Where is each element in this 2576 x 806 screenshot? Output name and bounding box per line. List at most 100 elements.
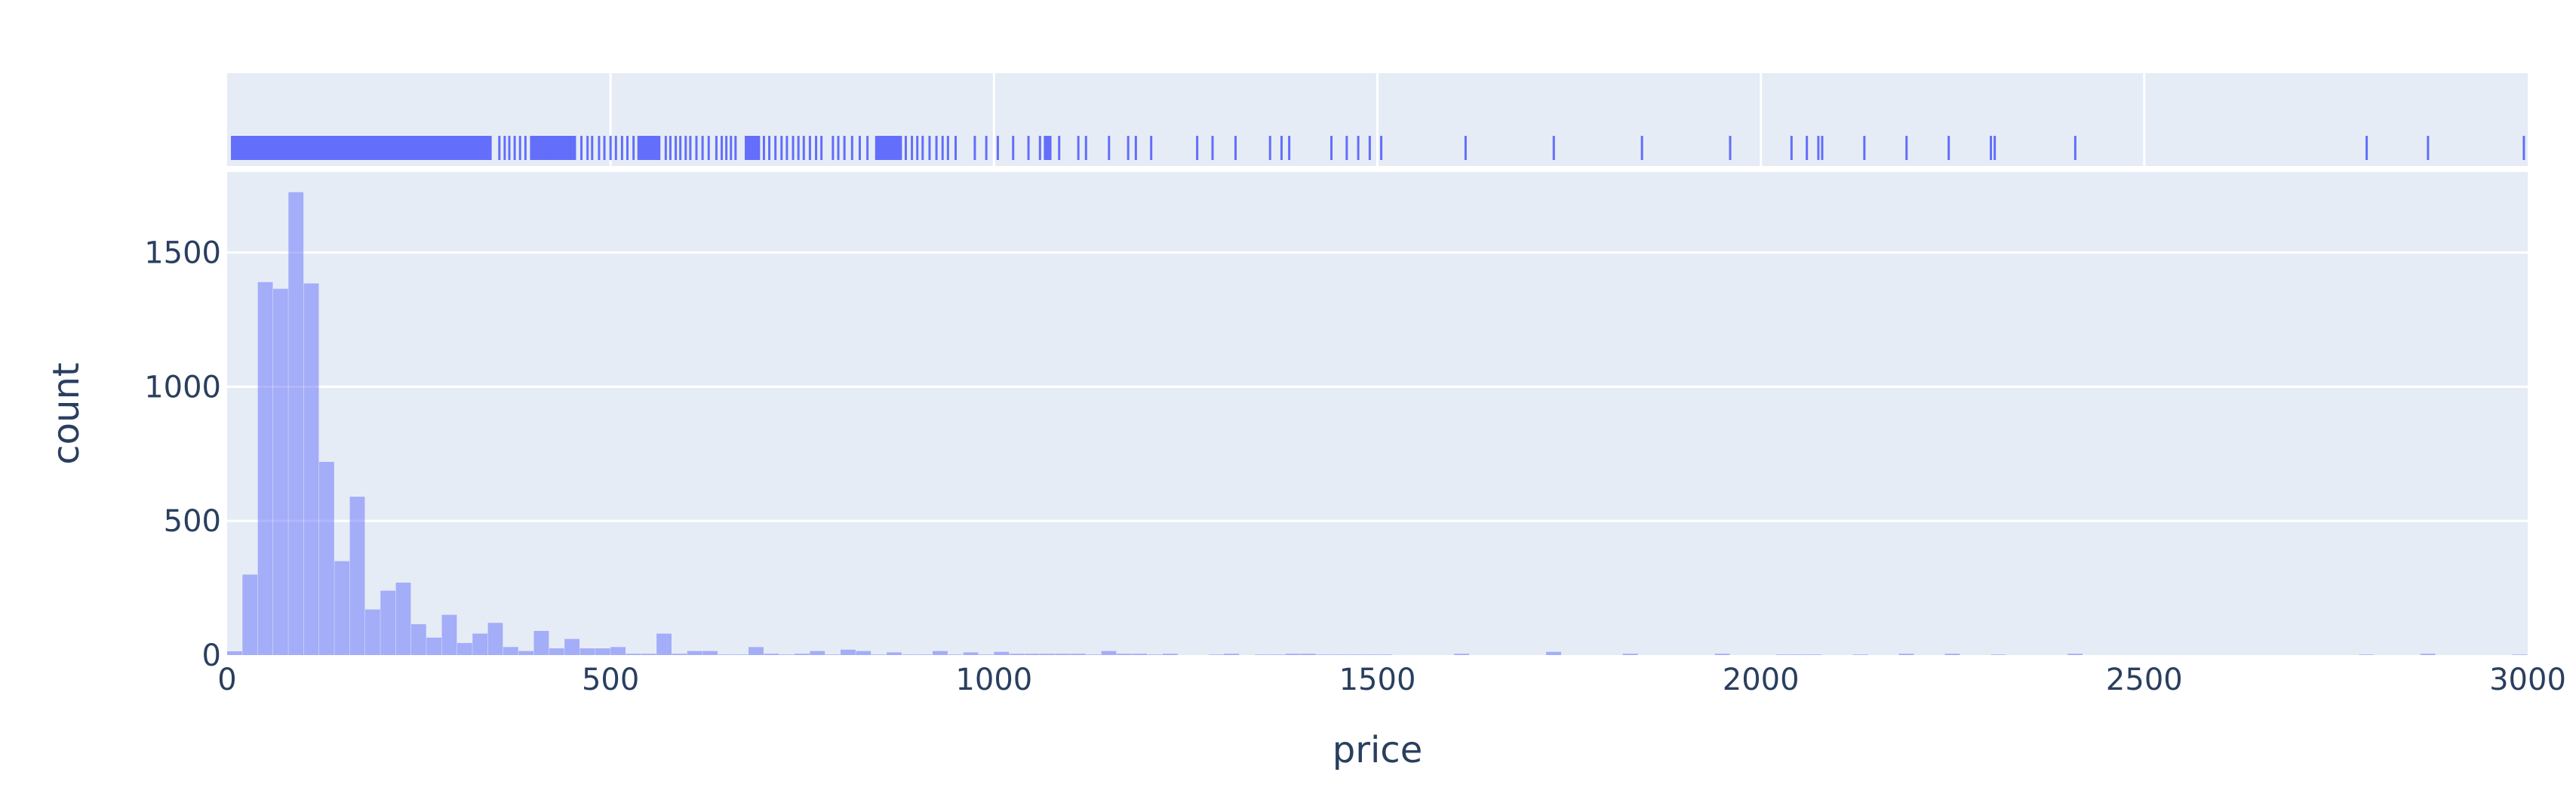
- histogram-bar: [672, 654, 687, 655]
- x-tick-label: 1500: [1339, 663, 1416, 697]
- histogram-grid: [227, 251, 2528, 522]
- histogram-bar: [242, 574, 258, 655]
- x-tick-label: 500: [582, 663, 639, 697]
- histogram-bar: [656, 633, 672, 655]
- histogram-bar: [288, 192, 304, 655]
- y-axis-title: count: [45, 362, 88, 464]
- histogram-bar: [764, 654, 779, 655]
- histogram-bar: [856, 651, 871, 655]
- rug-mark-cluster: [637, 136, 661, 160]
- histogram-bar: [887, 652, 902, 655]
- y-tick-label: 1500: [144, 236, 221, 271]
- histogram-bars: [227, 192, 2528, 655]
- histogram-bar: [395, 583, 411, 655]
- rug-mark-cluster: [1044, 136, 1052, 160]
- histogram-bar: [472, 633, 488, 655]
- histogram-bar: [1270, 654, 1286, 655]
- y-axis-tick-labels: 0 500 1000 1500: [144, 236, 221, 673]
- histogram-bar: [441, 614, 457, 655]
- histogram-bar: [1070, 654, 1086, 655]
- histogram-bar: [1162, 654, 1178, 655]
- histogram-bar: [1454, 654, 1469, 655]
- histogram-bar: [963, 652, 979, 655]
- histogram-bar: [564, 638, 580, 655]
- histogram-bar: [795, 654, 810, 655]
- histogram-bar: [979, 654, 994, 655]
- histogram-bar: [825, 654, 841, 655]
- x-tick-label: 3000: [2489, 663, 2566, 697]
- histogram-bar: [902, 654, 918, 655]
- histogram-bar: [1622, 654, 1638, 655]
- histogram-bar: [626, 654, 641, 655]
- histogram-bar: [2420, 654, 2436, 655]
- histogram-bar: [1944, 654, 1960, 655]
- histogram-bar: [1775, 654, 1791, 655]
- histogram-bar: [610, 647, 626, 655]
- histogram-bar: [1224, 654, 1240, 655]
- histogram-bar: [1990, 654, 2006, 655]
- histogram-bar: [718, 654, 733, 655]
- histogram-bar: [687, 651, 702, 655]
- histogram-bar: [2067, 654, 2083, 655]
- histogram-bar: [533, 631, 549, 655]
- histogram-bar: [1116, 654, 1132, 655]
- rug-marks: [231, 136, 2525, 160]
- histogram-bar: [2512, 654, 2528, 655]
- histogram-bar: [948, 654, 964, 655]
- histogram-bar: [733, 654, 749, 655]
- histogram-bar: [1132, 654, 1148, 655]
- y-tick-label: 0: [202, 638, 221, 673]
- histogram-bar: [549, 648, 564, 655]
- x-tick-label: 1000: [955, 663, 1032, 697]
- histogram-bar: [1086, 654, 1102, 655]
- histogram-bar: [426, 637, 442, 655]
- histogram-bar: [1362, 654, 1377, 655]
- histogram-bar: [318, 462, 334, 655]
- histogram-bar: [1714, 654, 1730, 655]
- histogram-bar: [641, 654, 656, 655]
- histogram-bar: [702, 651, 718, 655]
- histogram-bar: [1254, 654, 1270, 655]
- histogram-bar: [487, 623, 503, 655]
- histogram-bar: [257, 281, 273, 655]
- histogram-bar: [841, 649, 856, 655]
- histogram-bar: [779, 654, 795, 655]
- histogram-bar: [227, 651, 242, 655]
- histogram-bar: [1055, 654, 1071, 655]
- histogram-bar: [1852, 654, 1868, 655]
- y-tick-label: 1000: [144, 370, 221, 405]
- rug-mark-cluster: [745, 136, 761, 160]
- histogram-bar: [456, 643, 472, 655]
- x-tick-label: 2000: [1723, 663, 1800, 697]
- histogram-plot-background: [227, 172, 2528, 655]
- histogram-bar: [518, 651, 534, 655]
- x-tick-label: 2500: [2106, 663, 2183, 697]
- histogram-bar: [1546, 651, 1561, 655]
- histogram-bar: [1898, 654, 1914, 655]
- histogram-bar: [579, 648, 595, 655]
- histogram-bar: [2359, 654, 2375, 655]
- histogram-bar: [1040, 654, 1056, 655]
- histogram-bar: [349, 497, 365, 655]
- histogram-bar: [994, 651, 1010, 655]
- rug-mark-cluster: [875, 136, 902, 160]
- histogram-bar: [595, 648, 610, 655]
- y-tick-label: 500: [164, 504, 221, 539]
- histogram-bar: [1300, 654, 1316, 655]
- histogram-bar: [749, 647, 764, 655]
- x-axis-tick-labels: 0 500 1000 1500 2000 2500 3000: [217, 663, 2566, 697]
- histogram-bar: [871, 654, 887, 655]
- histogram-bar: [810, 651, 825, 655]
- histogram-bar: [1285, 654, 1301, 655]
- histogram-bar: [1024, 654, 1040, 655]
- x-tick-label: 0: [217, 663, 236, 697]
- histogram-bar: [1009, 654, 1025, 655]
- histogram-bar: [1791, 654, 1807, 655]
- histogram-bar: [1208, 654, 1224, 655]
- histogram-bar: [380, 590, 396, 655]
- histogram-bar: [1101, 651, 1117, 655]
- histogram-bar: [917, 654, 933, 655]
- rug-mark-cluster: [231, 136, 492, 160]
